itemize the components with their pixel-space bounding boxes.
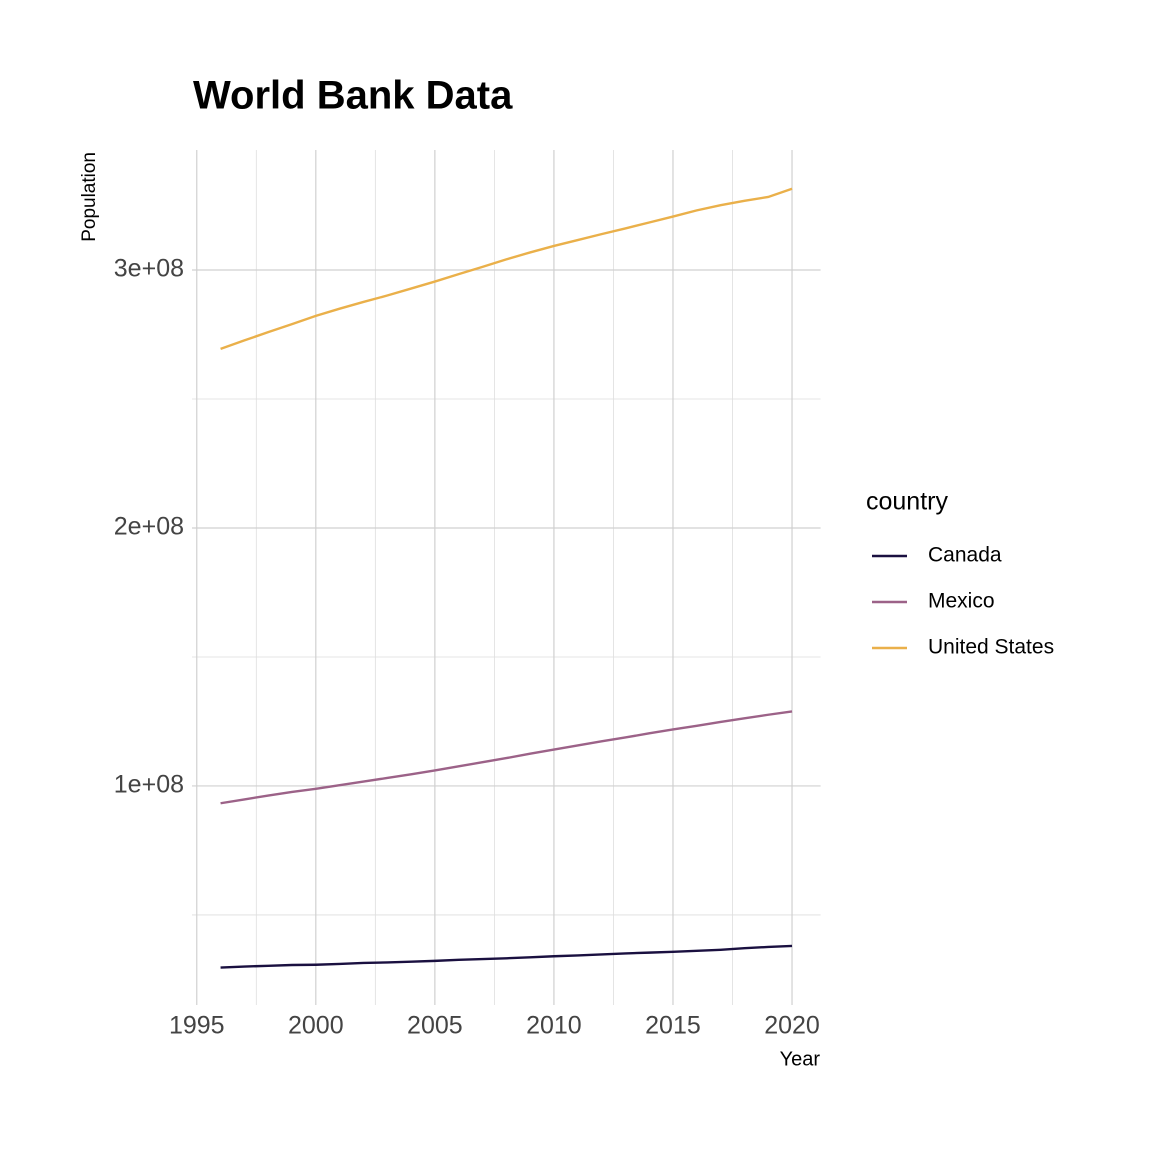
series-line (220, 187, 793, 351)
legend-label: Mexico (928, 590, 995, 613)
legend-label: Canada (928, 544, 1002, 567)
plot-area: 1e+08 2e+08 3e+08 1995 2000 2005 2010 2015 2020 (114, 150, 821, 1040)
x-axis-label: Year (780, 1048, 821, 1070)
x-tick-label: 2010 (526, 1012, 582, 1040)
y-tick-label: 1e+08 (114, 771, 184, 799)
y-tick-label: 2e+08 (114, 513, 184, 541)
x-tick-label: 2005 (407, 1012, 463, 1040)
legend-label: United States (928, 636, 1054, 659)
x-tick-label: 2020 (764, 1012, 820, 1040)
legend-title: country (866, 488, 948, 516)
chart-title: World Bank Data (193, 74, 513, 118)
series-line (220, 710, 793, 805)
series-line (220, 944, 793, 969)
y-axis-label: Population (79, 152, 100, 242)
x-tick-label: 2000 (288, 1012, 344, 1040)
x-tick-label: 1995 (169, 1012, 225, 1040)
x-tick-label: 2015 (645, 1012, 701, 1040)
y-tick-label: 3e+08 (114, 255, 184, 283)
